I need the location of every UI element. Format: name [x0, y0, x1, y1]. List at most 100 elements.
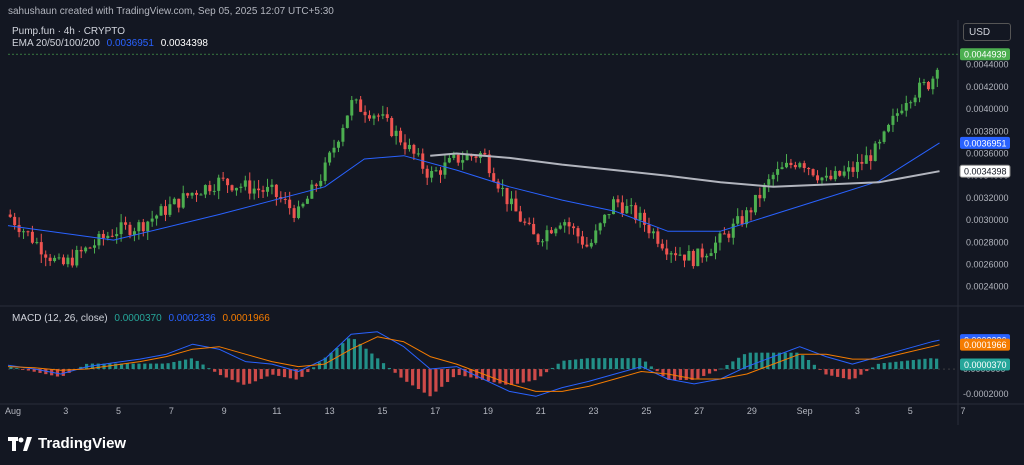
macd-label: MACD (12, 26, close) [12, 313, 108, 324]
macd-hist-bar [38, 369, 42, 373]
macd-hist-bar [416, 369, 421, 390]
candle-body [647, 224, 651, 234]
chart-credit: sahushaun created with TradingView.com, … [8, 6, 334, 17]
macd-hist-bar [870, 367, 875, 370]
ema-long-line [430, 152, 940, 188]
candle-body [257, 188, 261, 191]
price-tick-label: 0.0040000 [966, 104, 1009, 114]
candle-body [39, 242, 43, 255]
candle-body [234, 187, 238, 191]
candle-body [35, 242, 39, 244]
macd-hist-bar [352, 339, 357, 370]
macd-hist-bar [824, 369, 828, 375]
macd-hist-bar [9, 366, 13, 370]
candle-body [736, 216, 740, 224]
macd-hist-bar [905, 360, 910, 370]
candle-body [607, 214, 611, 216]
macd-hist-bar [457, 369, 461, 376]
candle-body [17, 225, 21, 233]
macd-hist-bar [445, 369, 450, 382]
macd-hist-bar [638, 358, 642, 370]
macd-hist-bar [277, 369, 281, 376]
candle-body [651, 231, 655, 234]
macd-hist-bar [620, 358, 624, 370]
price-axis-tag: 0.0034398 [964, 167, 1007, 177]
macd-hist-bar [480, 369, 485, 380]
candle-body [297, 206, 301, 218]
macd-hist-bar [55, 369, 60, 377]
macd-hist-value: 0.0000370 [114, 313, 162, 324]
macd-hist-bar [15, 368, 19, 370]
macd-hist-bar [515, 369, 520, 384]
macd-hist-bar [539, 369, 543, 377]
macd-hist-bar [841, 369, 846, 379]
candle-body [518, 211, 522, 222]
candle-body [70, 257, 74, 266]
macd-hist-bar [364, 348, 368, 370]
candle-body [536, 234, 540, 243]
candle-body [532, 223, 536, 235]
candle-body [722, 233, 726, 235]
candle-body [696, 248, 700, 267]
candle-body [57, 257, 61, 259]
candle-body [784, 162, 788, 168]
macd-hist-bar [149, 363, 153, 370]
ema-value-2: 0.0034398 [160, 38, 208, 49]
candle-body [714, 242, 718, 254]
macd-axis-tag: 0.0001966 [964, 340, 1007, 350]
macd-hist-bar [463, 369, 467, 377]
macd-hist-bar [306, 369, 310, 373]
candle-body [895, 113, 899, 116]
ema-short-line [7, 142, 940, 241]
macd-hist-bar [702, 369, 706, 376]
candle-body [674, 253, 678, 256]
currency-selector[interactable]: USD [963, 23, 1011, 41]
candle-body [261, 190, 265, 192]
candle-body [851, 167, 855, 172]
candle-body [438, 170, 442, 175]
macd-hist-bar [271, 369, 275, 375]
macd-hist-bar [119, 363, 124, 370]
macd-hist-bar [504, 369, 508, 385]
macd-hist-bar [929, 358, 933, 370]
candle-body [580, 236, 584, 245]
candle-body [341, 127, 345, 142]
candle-body [820, 177, 824, 181]
candle-body [208, 185, 212, 192]
candle-body [767, 179, 771, 185]
macd-hist-bar [544, 369, 549, 373]
candle-body [212, 190, 216, 192]
macd-hist-bar [882, 363, 886, 370]
macd-hist-bar [248, 369, 252, 384]
candle-body [793, 165, 797, 168]
time-tick-label: 23 [589, 406, 599, 416]
time-tick-label: 11 [272, 406, 281, 416]
macd-hist-bar [440, 369, 444, 387]
macd-axis-tag-bg [960, 338, 1010, 351]
price-axis-tag: 0.0036951 [964, 138, 1007, 148]
macd-hist-bar [178, 360, 182, 370]
macd-hist-bar [335, 347, 339, 370]
macd-hist-bar [143, 363, 147, 370]
macd-hist-bar [725, 364, 729, 370]
candle-body [558, 225, 562, 229]
macd-hist-bar [830, 369, 834, 376]
macd-legend: MACD (12, 26, close) 0.0000370 0.0002336… [12, 313, 270, 324]
macd-hist-bar [626, 358, 630, 370]
macd-hist-bar [585, 358, 589, 370]
macd-hist-bar [160, 363, 164, 370]
candle-body [855, 161, 859, 172]
macd-hist-bar [195, 360, 199, 370]
candle-body [425, 168, 429, 178]
macd-hist-bar [818, 369, 822, 370]
macd-hist-bar [591, 358, 595, 370]
macd-hist-bar [719, 368, 723, 370]
macd-hist-bar [608, 358, 613, 370]
price-tick-label: 0.0030000 [966, 215, 1009, 225]
macd-hist-bar [67, 369, 71, 373]
candle-body [376, 115, 380, 117]
candle-body [110, 235, 114, 237]
candle-body [363, 111, 367, 116]
candle-body [691, 251, 695, 267]
